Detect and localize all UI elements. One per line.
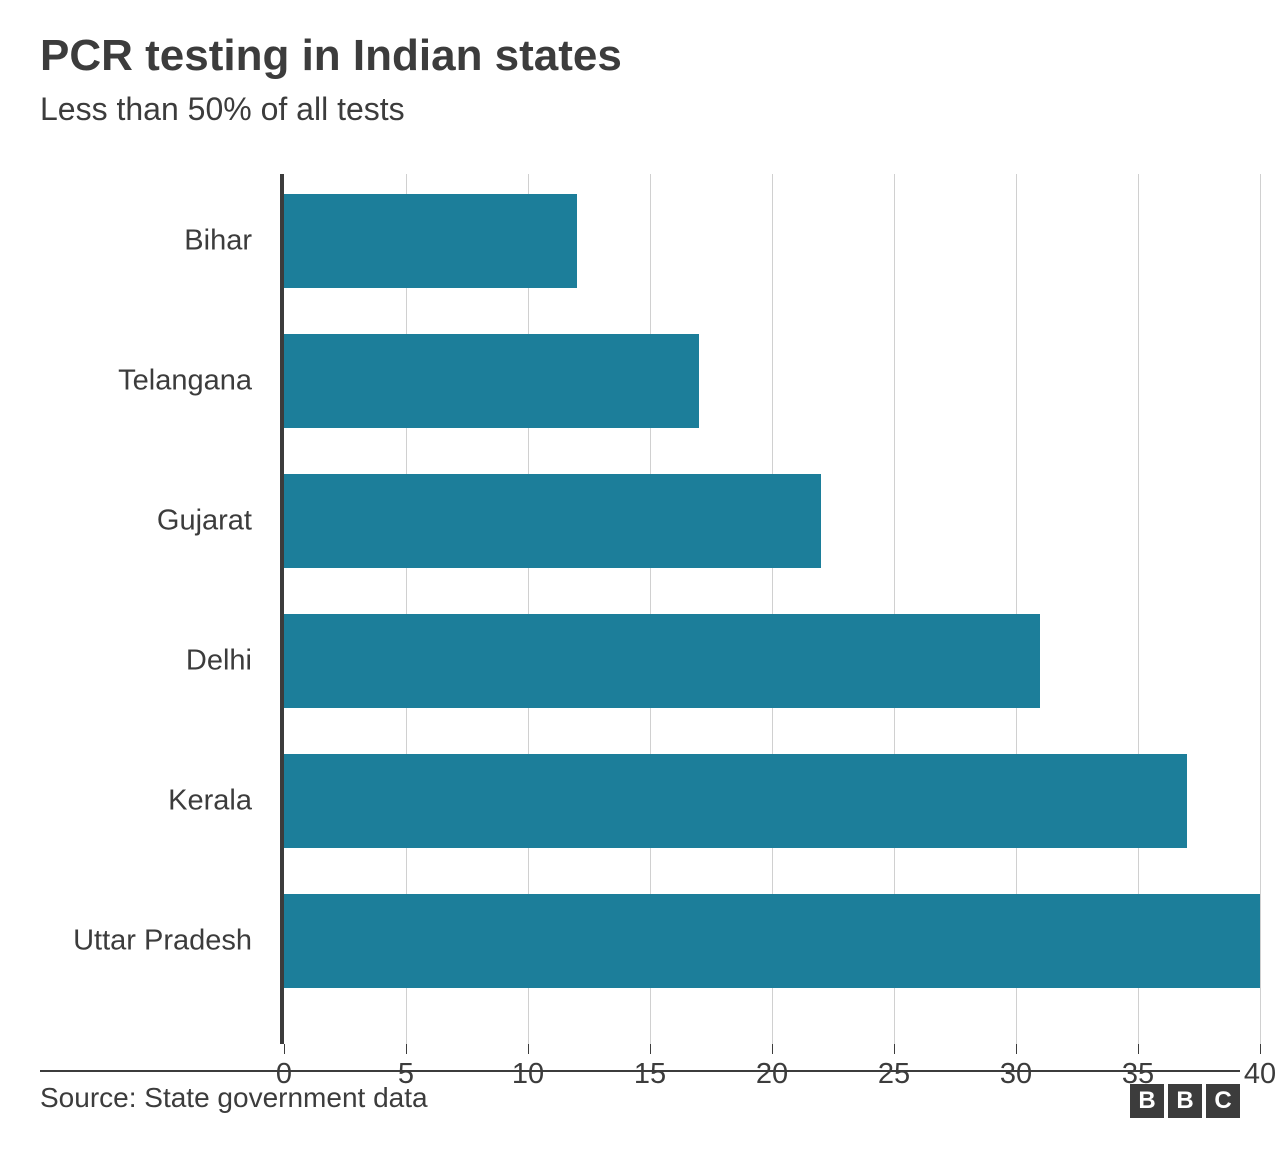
logo-letter: B [1130, 1084, 1164, 1118]
footer-divider [40, 1070, 1240, 1072]
chart-subtitle: Less than 50% of all tests [40, 89, 1240, 131]
logo-letter: B [1168, 1084, 1202, 1118]
source-text: Source: State government data [40, 1082, 428, 1114]
x-tick-label: 15 [634, 1058, 666, 1091]
x-tick [406, 1044, 407, 1054]
x-tick-label: 40 [1244, 1058, 1276, 1091]
x-tick-label: 10 [512, 1058, 544, 1091]
gridline [1260, 174, 1261, 1044]
chart-container: PCR testing in Indian states Less than 5… [0, 0, 1280, 1158]
bar [284, 474, 821, 568]
bar [284, 754, 1187, 848]
x-tick [650, 1044, 651, 1054]
x-tick [894, 1044, 895, 1054]
logo-letter: C [1206, 1084, 1240, 1118]
x-tick [1138, 1044, 1139, 1054]
category-label: Gujarat [32, 505, 252, 538]
bar [284, 894, 1260, 988]
x-tick-label: 30 [1000, 1058, 1032, 1091]
x-tick [772, 1044, 773, 1054]
plot-area: 0510152025303540BiharTelanganaGujaratDel… [280, 174, 1260, 1044]
bbc-logo: BBC [1130, 1084, 1240, 1118]
bar [284, 334, 699, 428]
category-label: Telangana [32, 365, 252, 398]
category-label: Kerala [32, 785, 252, 818]
x-tick [284, 1044, 285, 1054]
x-tick-label: 20 [756, 1058, 788, 1091]
bar [284, 614, 1040, 708]
x-tick [1016, 1044, 1017, 1054]
x-tick [1260, 1044, 1261, 1054]
x-tick-label: 25 [878, 1058, 910, 1091]
category-label: Delhi [32, 645, 252, 678]
category-label: Bihar [32, 225, 252, 258]
bar [284, 194, 577, 288]
x-tick [528, 1044, 529, 1054]
category-label: Uttar Pradesh [32, 925, 252, 958]
chart-title: PCR testing in Indian states [40, 30, 1240, 83]
